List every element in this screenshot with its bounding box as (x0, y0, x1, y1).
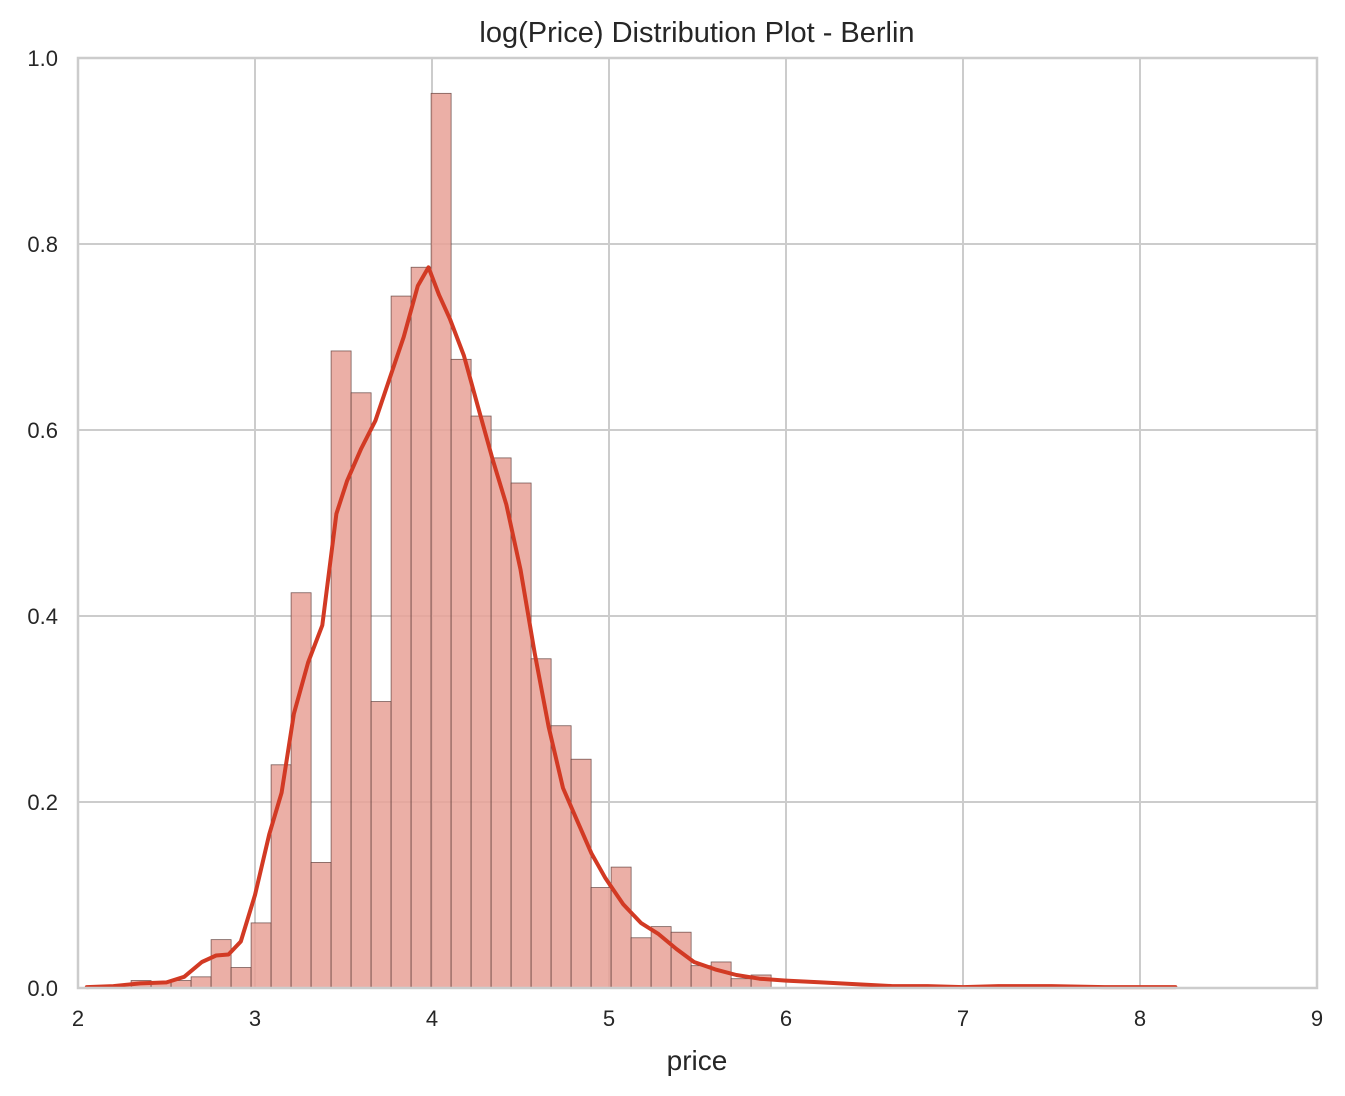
x-tick-label: 5 (603, 1006, 615, 1031)
y-tick-labels: 0.0 0.2 0.4 0.6 0.8 1.0 (27, 46, 58, 1001)
y-tick-label: 0.0 (27, 976, 58, 1001)
kde-curve (84, 265, 1178, 990)
histogram-bar (610, 866, 632, 989)
x-tick-label: 2 (72, 1006, 84, 1031)
y-tick-label: 0.2 (27, 790, 58, 815)
y-tick-label: 1.0 (27, 46, 58, 71)
histogram-bar (230, 967, 252, 989)
histogram-bar (470, 415, 492, 989)
plot-frame (76, 56, 1319, 990)
x-tick-labels: 2 3 4 5 6 7 8 9 (72, 1006, 1323, 1031)
y-tick-label: 0.6 (27, 418, 58, 443)
histogram-bar (570, 758, 592, 989)
histogram-bar (450, 358, 472, 989)
histogram-bar (190, 976, 212, 989)
chart-title: log(Price) Distribution Plot - Berlin (479, 17, 914, 49)
histogram-bar (250, 922, 272, 989)
histogram-bar (330, 350, 352, 989)
histogram-bar (350, 392, 372, 989)
histogram-bar (490, 457, 512, 989)
y-tick-label: 0.4 (27, 604, 58, 629)
histogram-bar (210, 939, 232, 989)
x-tick-label: 3 (249, 1006, 261, 1031)
histogram-bar (410, 266, 432, 989)
histogram-bars (130, 92, 772, 989)
x-tick-label: 9 (1311, 1006, 1323, 1031)
y-tick-label: 0.8 (27, 232, 58, 257)
histogram-bar (550, 725, 572, 989)
histogram-bar (630, 937, 652, 989)
histogram-bar (510, 482, 532, 989)
histogram-bar (590, 887, 612, 989)
histogram-bar (430, 92, 452, 989)
histogram-bar (390, 295, 412, 989)
histogram-bar (290, 592, 312, 989)
x-tick-label: 8 (1134, 1006, 1146, 1031)
histogram-bar (730, 978, 752, 989)
x-tick-label: 7 (957, 1006, 969, 1031)
histogram-bar (710, 961, 732, 989)
x-axis-label: price (667, 1045, 728, 1076)
x-tick-label: 6 (780, 1006, 792, 1031)
histogram-bar (530, 658, 552, 989)
x-tick-label: 4 (426, 1006, 438, 1031)
histogram-bar (370, 701, 392, 989)
histogram-bar (310, 862, 332, 989)
